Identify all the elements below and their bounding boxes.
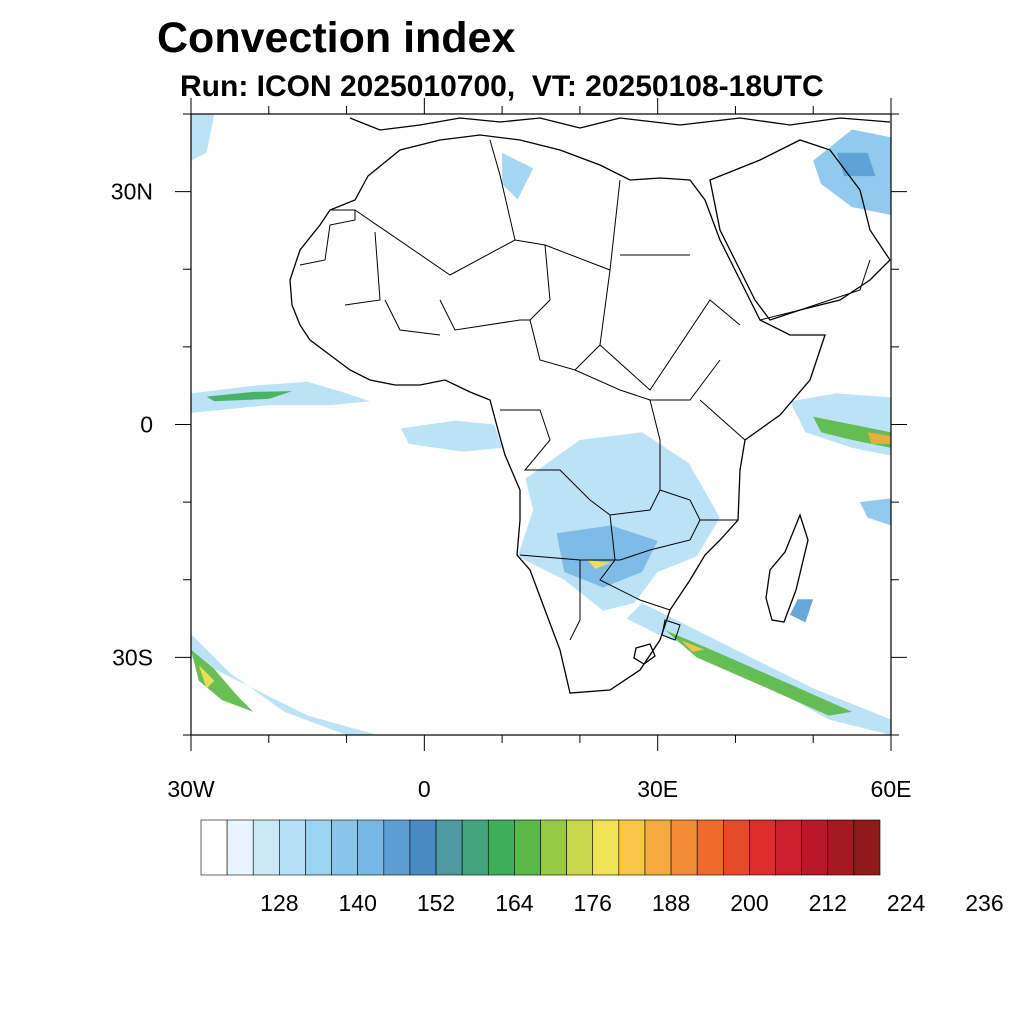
colorbar-label: 224 xyxy=(887,890,926,916)
field-mozambique-channel xyxy=(859,498,891,526)
border-line xyxy=(354,139,516,276)
lon-tick-label: 60E xyxy=(871,776,912,802)
colorbar-label: 164 xyxy=(495,890,534,916)
colorbar-label: 176 xyxy=(574,890,612,916)
colorbar-swatch xyxy=(487,819,515,876)
border-line xyxy=(514,179,621,271)
field-gulf-of-guinea-west xyxy=(191,381,370,413)
field-southern-africa xyxy=(517,432,720,611)
lat-tick-label: 0 xyxy=(140,412,153,438)
colorbar-label: 188 xyxy=(652,890,690,916)
mediterranean-north-coast xyxy=(349,117,891,131)
border-line xyxy=(299,209,356,266)
lon-tick-label: 0 xyxy=(418,776,431,802)
convection-field-layer xyxy=(191,114,891,735)
border-line xyxy=(759,259,871,321)
field-madagascar xyxy=(789,599,814,623)
colorbar-label: 128 xyxy=(260,890,298,916)
field-mediterranean xyxy=(502,152,534,200)
border-line xyxy=(599,514,671,611)
border-line xyxy=(649,399,738,521)
lon-tick-label: 30W xyxy=(167,776,215,802)
colorbar-swatch xyxy=(279,819,306,876)
colorbar-label: 140 xyxy=(339,890,377,916)
colorbar-label: 212 xyxy=(809,890,847,916)
colorbar-swatch xyxy=(853,819,881,876)
field-botswana-hot xyxy=(587,560,611,569)
arabia-coastline xyxy=(709,139,891,321)
border-line xyxy=(599,299,741,391)
coastline-layer xyxy=(289,117,891,694)
field-arabian-gulf-core xyxy=(836,152,876,177)
field-natal-core xyxy=(665,630,853,716)
colorbar-swatch xyxy=(461,819,489,876)
field-south-atlantic-core xyxy=(191,649,254,712)
colorbar-swatch xyxy=(331,819,358,876)
plot-subtitle: Run: ICON 2025010700, VT: 20250108-18UTC xyxy=(180,70,824,103)
colorbar-swatch xyxy=(827,819,855,876)
colorbar-swatch xyxy=(592,819,620,876)
plot-title: Convection index xyxy=(157,14,516,62)
field-southern-africa-core xyxy=(556,525,658,588)
colorbar-label: 200 xyxy=(730,890,768,916)
field-congo-basin xyxy=(401,420,503,452)
border-line xyxy=(439,299,530,331)
field-west-edge-north xyxy=(191,114,215,161)
colorbar-swatch xyxy=(252,819,280,876)
border-line xyxy=(529,244,611,371)
madagascar-coastline xyxy=(765,513,809,623)
border-line xyxy=(384,299,441,336)
lesotho-border xyxy=(633,643,656,665)
border-line xyxy=(344,231,381,306)
field-gulf-of-guinea-core xyxy=(206,391,293,402)
colorbar-swatch xyxy=(357,819,385,876)
colorbar-swatch xyxy=(566,819,594,876)
border-line xyxy=(500,409,661,516)
colorbar-label: 236 xyxy=(965,890,1003,916)
border-line xyxy=(519,554,581,641)
africa-coastline xyxy=(289,134,826,694)
colorbar-swatch xyxy=(775,819,802,876)
colorbar-swatch xyxy=(670,819,698,876)
colorbar-label: 152 xyxy=(417,890,455,916)
field-south-atlantic-hot xyxy=(198,665,215,689)
colorbar-swatch xyxy=(644,819,672,876)
lon-tick-label: 30E xyxy=(637,776,678,802)
lat-tick-label: 30S xyxy=(112,644,153,670)
colorbar-swatch xyxy=(801,819,829,876)
colorbar-swatch xyxy=(696,819,724,876)
map-axes: 30N 0 30S 30W 0 30E 60E xyxy=(111,98,912,802)
border-line xyxy=(574,359,721,401)
field-natal-hot xyxy=(681,640,705,652)
colorbar-swatch xyxy=(435,819,463,876)
colorbar-swatch xyxy=(540,819,567,876)
colorbar-swatch xyxy=(200,819,228,876)
country-borders-layer xyxy=(299,139,871,641)
map-frame xyxy=(190,113,892,736)
lat-tick-label: 30N xyxy=(111,179,153,205)
colorbar-swatch xyxy=(618,819,646,876)
border-line xyxy=(699,399,746,441)
colorbar: 128 140 152 164 176 188 200 212 224 236 xyxy=(200,819,1004,916)
colorbar-swatch xyxy=(383,819,411,876)
colorbar-swatch xyxy=(305,819,332,876)
border-line xyxy=(661,619,681,641)
field-east-indian-hot xyxy=(867,432,891,444)
colorbar-swatch xyxy=(749,819,776,876)
border-line xyxy=(580,519,701,561)
colorbar-swatch xyxy=(723,819,750,876)
colorbar-swatch xyxy=(226,819,254,876)
colorbar-swatch xyxy=(514,819,541,876)
colorbar-swatch xyxy=(409,819,437,876)
